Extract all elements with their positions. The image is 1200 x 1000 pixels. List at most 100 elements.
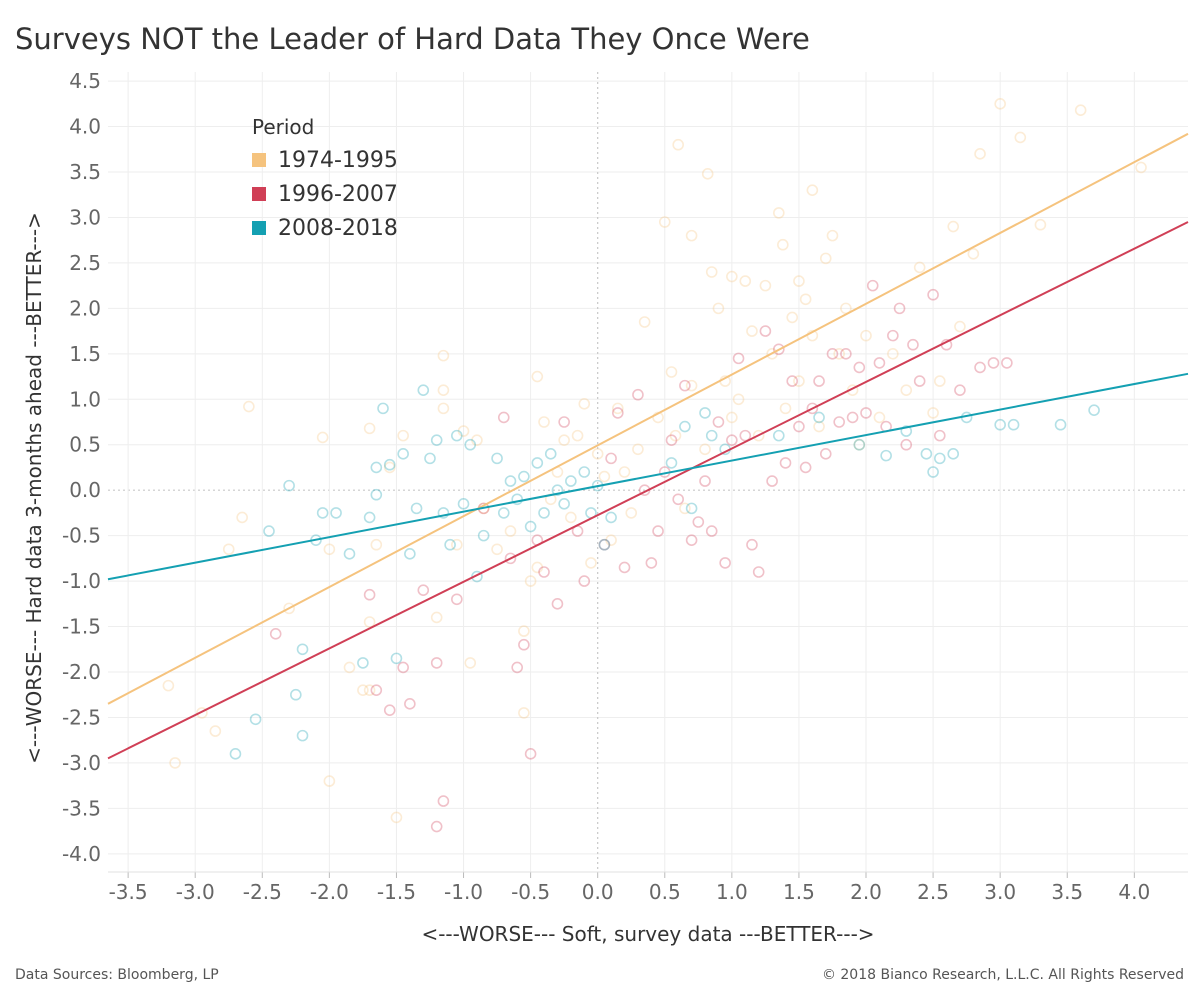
- point-2008-2018: [290, 688, 302, 701]
- point-2008-2018: [558, 498, 570, 510]
- point-2008-2018: [283, 479, 295, 492]
- x-tick-label: -3.0: [176, 880, 215, 904]
- point-2008-2018: [249, 713, 262, 726]
- y-tick-label: -2.0: [62, 660, 101, 684]
- point-1974-1995: [813, 420, 825, 433]
- point-1974-1995: [779, 402, 792, 415]
- point-1974-1995: [739, 275, 752, 287]
- point-1974-1995: [799, 293, 812, 306]
- point-1974-1995: [786, 311, 799, 324]
- point-1974-1995: [759, 279, 772, 292]
- legend-item-2008-2018[interactable]: 2008-2018: [252, 211, 398, 245]
- point-2008-2018: [410, 502, 423, 515]
- point-1996-2007: [632, 388, 644, 401]
- point-1974-1995: [504, 525, 517, 537]
- point-1996-2007: [497, 411, 510, 424]
- point-2008-2018: [934, 452, 946, 465]
- point-2008-2018: [598, 538, 611, 551]
- y-tick-label: 3.5: [69, 160, 101, 184]
- point-2008-2018: [491, 452, 503, 465]
- point-1974-1995: [591, 448, 604, 460]
- point-1974-1995: [701, 168, 714, 180]
- point-2008-2018: [330, 507, 342, 519]
- point-1996-2007: [732, 352, 745, 365]
- point-1996-2007: [558, 416, 570, 428]
- point-1974-1995: [316, 431, 329, 444]
- point-1996-2007: [417, 584, 430, 596]
- point-1996-2007: [806, 402, 819, 415]
- legend-item-1996-2007[interactable]: 1996-2007: [252, 177, 398, 211]
- point-1974-1995: [638, 316, 651, 328]
- point-1974-1995: [927, 407, 939, 419]
- point-1996-2007: [451, 593, 463, 606]
- point-2008-2018: [994, 418, 1006, 431]
- point-1996-2007: [538, 566, 550, 578]
- point-1996-2007: [726, 434, 738, 446]
- point-2008-2018: [477, 529, 490, 542]
- point-1974-1995: [1135, 161, 1147, 174]
- point-1996-2007: [430, 820, 443, 833]
- point-2008-2018: [296, 729, 309, 742]
- x-tick-label: 2.0: [850, 880, 882, 904]
- y-axis-label: <---WORSE--- Hard data 3-months ahead --…: [22, 212, 46, 764]
- point-2008-2018: [363, 511, 376, 524]
- point-2008-2018: [1088, 404, 1100, 416]
- legend-swatch: [252, 187, 266, 201]
- point-1974-1995: [390, 811, 403, 824]
- point-2008-2018: [451, 429, 463, 442]
- point-1996-2007: [437, 795, 450, 807]
- point-1996-2007: [799, 461, 812, 474]
- y-tick-label: -1.5: [62, 615, 101, 639]
- point-1974-1995: [437, 349, 450, 362]
- point-1974-1995: [524, 575, 537, 587]
- y-tick-label: 0.5: [69, 433, 101, 457]
- y-tick-label: -4.0: [62, 842, 101, 866]
- point-1974-1995: [712, 302, 725, 315]
- point-2008-2018: [679, 420, 691, 433]
- point-1996-2007: [578, 575, 591, 587]
- point-2008-2018: [853, 438, 866, 451]
- point-1974-1995: [558, 434, 570, 446]
- y-tick-label: -3.5: [62, 796, 101, 820]
- legend-item-1974-1995[interactable]: 1974-1995: [252, 143, 398, 177]
- point-1996-2007: [598, 538, 611, 551]
- point-1974-1995: [357, 684, 369, 696]
- point-1974-1995: [665, 366, 678, 378]
- point-1974-1995: [752, 429, 765, 442]
- point-1974-1995: [209, 725, 222, 737]
- point-1974-1995: [323, 543, 336, 556]
- point-2008-2018: [383, 458, 396, 471]
- data-points: [162, 98, 1147, 833]
- point-1974-1995: [705, 266, 718, 278]
- point-1996-2007: [269, 628, 282, 640]
- point-1996-2007: [773, 343, 785, 356]
- point-1974-1995: [732, 393, 745, 406]
- point-2008-2018: [370, 488, 383, 501]
- chart-title: Surveys NOT the Leader of Hard Data They…: [15, 22, 810, 56]
- x-tick-label: -0.5: [511, 880, 550, 904]
- point-1996-2007: [752, 566, 765, 578]
- point-2008-2018: [544, 448, 557, 460]
- point-1974-1995: [632, 443, 644, 456]
- point-1974-1995: [618, 466, 631, 478]
- y-tick-label: 1.0: [69, 387, 101, 411]
- y-tick-label: -3.0: [62, 751, 101, 775]
- point-1974-1995: [967, 248, 980, 260]
- point-1996-2007: [652, 525, 664, 537]
- point-2008-2018: [947, 448, 960, 460]
- point-1974-1995: [531, 561, 544, 574]
- point-1974-1995: [565, 511, 577, 524]
- point-2008-2018: [773, 429, 785, 442]
- legend-swatch: [252, 221, 266, 235]
- y-tick-label: 2.0: [69, 296, 101, 320]
- point-1974-1995: [974, 148, 986, 160]
- point-2008-2018: [880, 449, 892, 462]
- point-2008-2018: [900, 425, 913, 437]
- point-1974-1995: [538, 416, 550, 428]
- point-1974-1995: [672, 138, 684, 151]
- point-1996-2007: [1001, 357, 1013, 369]
- x-tick-label: -1.5: [377, 880, 416, 904]
- point-1996-2007: [974, 361, 986, 374]
- point-1996-2007: [846, 411, 859, 424]
- point-1974-1995: [833, 348, 845, 360]
